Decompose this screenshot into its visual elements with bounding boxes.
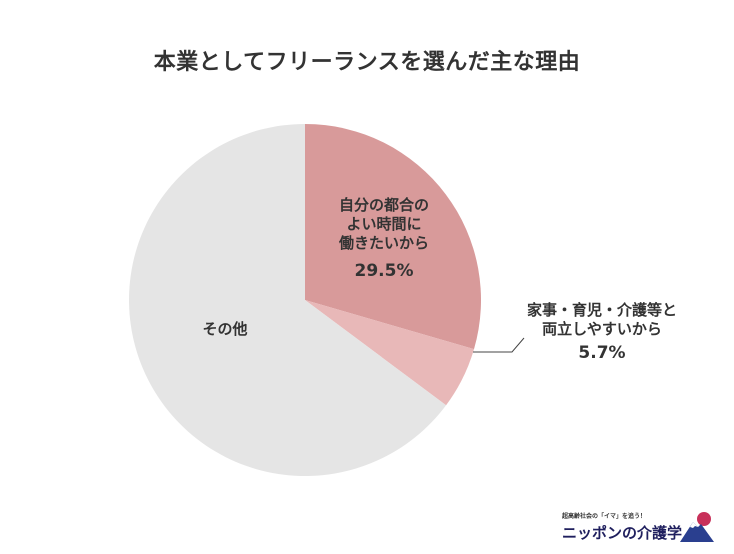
slice-label-own-schedule: 自分の都合の よい時間に 働きたいから 29.5%: [300, 196, 468, 281]
slice-label-text: 自分の都合の よい時間に 働きたいから: [338, 196, 429, 252]
pie-slice-other: [129, 124, 447, 476]
mount-fuji-icon: [680, 512, 714, 542]
chart-title: 本業としてフリーランスを選んだ主な理由: [153, 50, 581, 75]
slice-label-text: 家事・育児・介護等と 両立しやすいから: [526, 301, 677, 338]
leader-line: [473, 337, 525, 353]
pie-slice-own-schedule: [305, 124, 481, 350]
pie-slices: [129, 124, 481, 476]
slice-value-label: 5.7%: [578, 343, 626, 363]
logo-name: ニッポンの介護学: [562, 524, 683, 542]
slice-label-other: その他: [170, 320, 280, 339]
logo-tagline: 超高齢社会の「イマ」を追う！: [562, 513, 647, 520]
pie-slice-housework-balance: [305, 300, 475, 406]
slice-value-label: 29.5%: [354, 261, 414, 281]
slice-label-text: その他: [202, 320, 248, 338]
brand-logo: 超高齢社会の「イマ」を追う！ ニッポンの介護学: [560, 508, 720, 546]
slice-label-housework-balance: 家事・育児・介護等と 両立しやすいから 5.7%: [512, 301, 692, 363]
